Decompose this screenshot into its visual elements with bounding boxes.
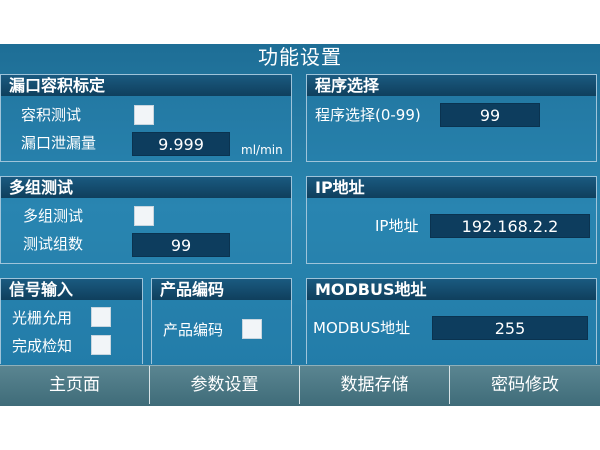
leak-amount-label: 漏口泄漏量 bbox=[21, 134, 97, 152]
product-code-panel: 产品编码 产品编码 bbox=[151, 278, 292, 364]
password-change-button[interactable]: 密码修改 bbox=[491, 375, 559, 395]
leak-volume-panel: 漏口容积标定 容积测试 漏口泄漏量 9.999 ml/min bbox=[0, 74, 292, 162]
product-code-checkbox[interactable] bbox=[242, 319, 262, 339]
product-code-panel-title: 产品编码 bbox=[152, 279, 291, 300]
ip-panel: IP地址 IP地址 192.168.2.2 bbox=[306, 176, 597, 264]
volume-test-label: 容积测试 bbox=[21, 106, 82, 124]
params-settings-button[interactable]: 参数设置 bbox=[150, 366, 300, 404]
program-panel-title: 程序选择 bbox=[307, 75, 596, 96]
program-select-label: 程序选择(0-99) bbox=[315, 106, 421, 124]
ip-panel-title: IP地址 bbox=[307, 177, 596, 198]
completion-detect-label: 完成检知 bbox=[12, 337, 73, 355]
leak-amount-field[interactable]: 9.999 bbox=[132, 132, 230, 156]
volume-test-checkbox[interactable] bbox=[134, 105, 154, 125]
multi-test-checkbox[interactable] bbox=[134, 206, 154, 226]
page-title: 功能设置 bbox=[258, 45, 342, 69]
modbus-panel: MODBUS地址 MODBUS地址 255 bbox=[306, 278, 597, 364]
test-groups-label: 测试组数 bbox=[23, 235, 84, 253]
signal-input-panel-title: 信号输入 bbox=[1, 279, 142, 300]
bottom-nav-bar: 主页面 参数设置 数据存储 密码修改 bbox=[0, 365, 600, 406]
multi-test-panel: 多组测试 多组测试 测试组数 99 bbox=[0, 176, 292, 264]
modbus-address-field[interactable]: 255 bbox=[432, 316, 588, 340]
test-groups-field[interactable]: 99 bbox=[132, 233, 230, 257]
program-panel: 程序选择 程序选择(0-99) 99 bbox=[306, 74, 597, 162]
leak-volume-panel-title: 漏口容积标定 bbox=[1, 75, 291, 96]
grating-enable-label: 光栅允用 bbox=[12, 309, 73, 327]
data-storage-button[interactable]: 数据存储 bbox=[300, 366, 450, 404]
modbus-address-label: MODBUS地址 bbox=[313, 319, 411, 337]
grating-enable-checkbox[interactable] bbox=[91, 307, 111, 327]
modbus-panel-title: MODBUS地址 bbox=[307, 279, 596, 300]
program-select-field[interactable]: 99 bbox=[440, 103, 540, 127]
multi-test-label: 多组测试 bbox=[23, 207, 84, 225]
multi-test-panel-title: 多组测试 bbox=[1, 177, 291, 198]
function-settings-screen: 功能设置 漏口容积标定 容积测试 漏口泄漏量 9.999 ml/min 程序选择… bbox=[0, 44, 600, 406]
completion-detect-checkbox[interactable] bbox=[91, 335, 111, 355]
signal-input-panel: 信号输入 光栅允用 完成检知 bbox=[0, 278, 143, 364]
ip-address-label: IP地址 bbox=[375, 217, 419, 235]
leak-amount-unit: ml/min bbox=[241, 143, 283, 157]
home-button[interactable]: 主页面 bbox=[0, 366, 150, 404]
ip-address-field[interactable]: 192.168.2.2 bbox=[430, 214, 590, 238]
product-code-label: 产品编码 bbox=[163, 321, 224, 339]
